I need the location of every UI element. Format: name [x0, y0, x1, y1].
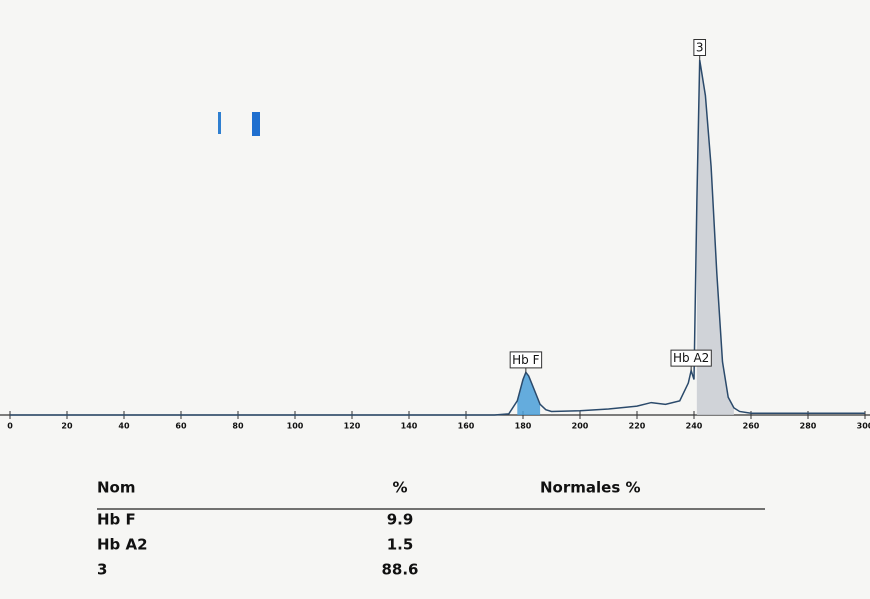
- x-tick-label: 40: [118, 422, 130, 431]
- table-name: Hb A2: [97, 536, 148, 554]
- peak-shade: [517, 372, 540, 415]
- x-tick-label: 80: [232, 422, 244, 431]
- trace-line: [10, 60, 865, 415]
- x-tick-label: 220: [629, 422, 646, 431]
- page: 0 20 40 60 80 100 120 140 160 180 200 220 240 260 280 3…: [0, 0, 870, 599]
- x-tick-label: 60: [175, 422, 187, 431]
- table-header: %: [392, 479, 407, 497]
- x-tick-label: 120: [344, 422, 361, 431]
- table-value: 1.5: [387, 536, 414, 554]
- x-tick-label: 20: [61, 422, 73, 431]
- table-name: 3: [97, 561, 107, 579]
- annotation-label: Hb F: [512, 353, 539, 367]
- table-header: Nom: [97, 479, 136, 497]
- table-header: Normales %: [540, 479, 641, 497]
- x-tick-label: 200: [572, 422, 589, 431]
- x-tick-label: 260: [743, 422, 760, 431]
- x-tick-label: 140: [401, 422, 418, 431]
- x-tick-label: 160: [458, 422, 475, 431]
- table-name: Hb F: [97, 511, 136, 529]
- annotation-label: Hb A2: [673, 351, 709, 365]
- band-mark: [218, 112, 221, 134]
- chart: 0 20 40 60 80 100 120 140 160 180 200 220 240 260 280 3…: [0, 0, 870, 599]
- x-tick-label: 240: [686, 422, 703, 431]
- band-mark: [252, 112, 260, 136]
- x-tick-label: 180: [515, 422, 532, 431]
- x-tick-label: 300: [857, 422, 870, 431]
- x-tick-label: 0: [7, 422, 13, 431]
- annotation-label: 3: [696, 41, 704, 55]
- table-value: 88.6: [381, 561, 418, 579]
- x-tick-label: 100: [287, 422, 304, 431]
- x-tick-label: 280: [800, 422, 817, 431]
- table-value: 9.9: [387, 511, 414, 529]
